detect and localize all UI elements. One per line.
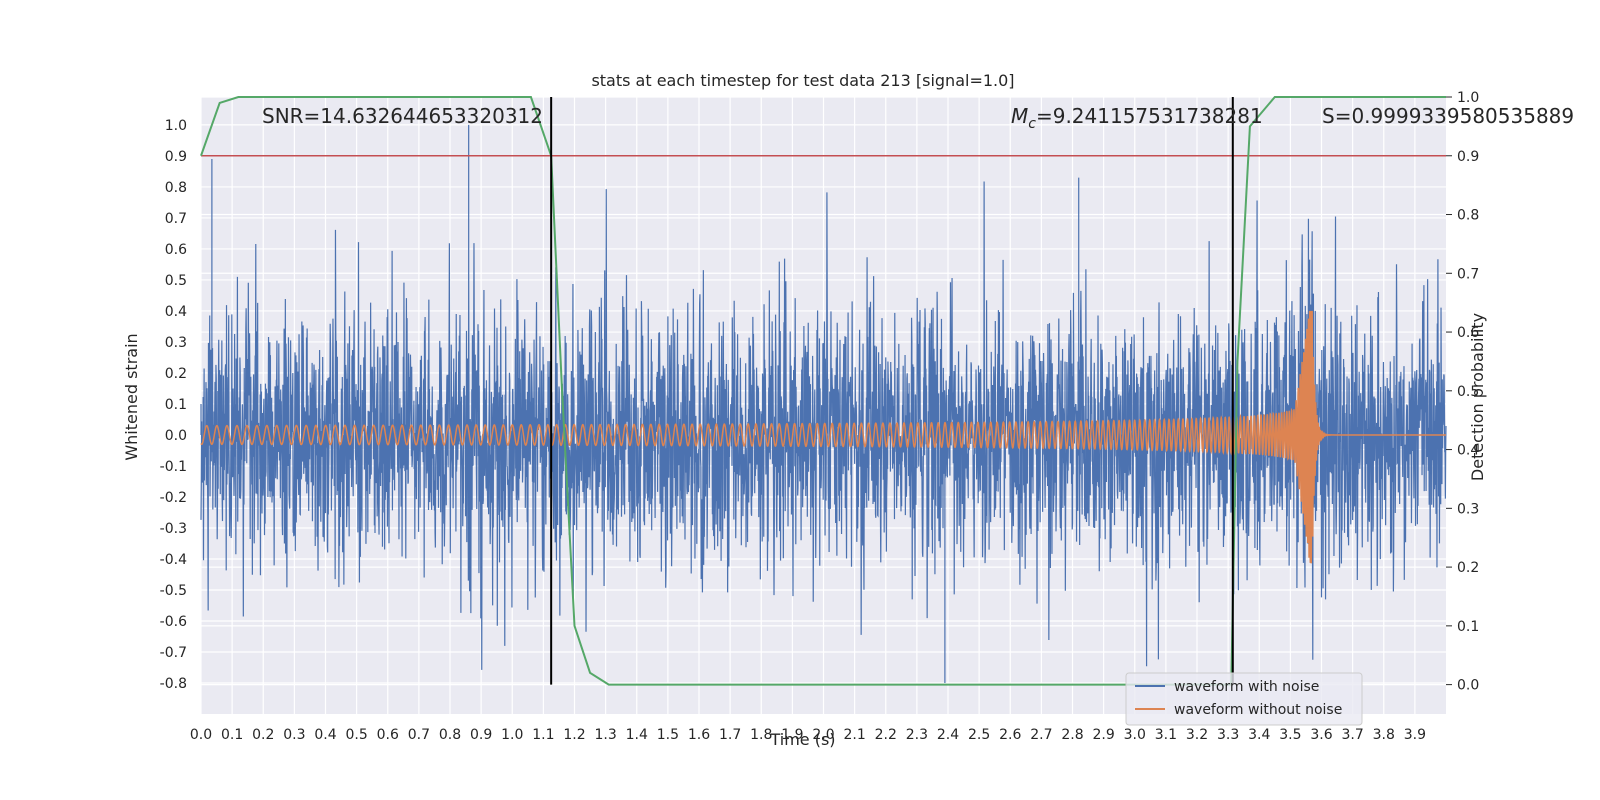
x-tick-label: 0.1 [221, 727, 243, 743]
x-tick-label: 0.2 [252, 727, 274, 743]
series-detection-probability [200, 96, 1446, 686]
x-tick-label: 0.8 [439, 727, 461, 743]
x-tick-label: 2.3 [906, 727, 928, 743]
x-tick-label: 3.4 [1248, 727, 1270, 743]
y-axis-left-ticks: 1.0 0.9 0.8 0.7 0.6 0.5 0.4 0.3 0.2 0.1 0.0 -0.1 -0.… [160, 118, 187, 692]
y-right-tick-label: 0.7 [1457, 266, 1479, 282]
x-tick-label: 3.8 [1373, 727, 1395, 743]
y-left-tick-label: 0.0 [165, 428, 187, 444]
annotation-score: S=0.9999339580535889 [1322, 104, 1574, 128]
y-left-tick-label: -0.2 [160, 490, 187, 506]
y-left-tick-label: 0.3 [165, 335, 187, 351]
y-right-tick-label: 0.0 [1457, 678, 1479, 694]
y-left-tick-label: 0.9 [165, 149, 187, 165]
y-axis-right-label: Detection probability [1468, 313, 1487, 481]
y-right-tick-label: 0.9 [1457, 149, 1479, 165]
annotation-mc-subscript: c [1028, 116, 1036, 132]
x-tick-label: 2.8 [1061, 727, 1083, 743]
y-left-tick-label: -0.6 [160, 614, 187, 630]
x-tick-label: 3.5 [1279, 727, 1301, 743]
grid [200, 96, 1446, 714]
annotation-chirp-mass: Mc=9.241157531738281 [1011, 104, 1263, 132]
x-tick-label: 3.1 [1155, 727, 1177, 743]
annotation-mc-value: =9.241157531738281 [1036, 104, 1263, 128]
x-tick-label: 1.2 [563, 727, 585, 743]
y-right-tick-label: 0.8 [1457, 208, 1479, 224]
legend-label-noise: waveform with noise [1174, 679, 1319, 695]
annotation-snr: SNR=14.632644653320312 [262, 104, 543, 128]
y-left-tick-label: 0.6 [165, 242, 187, 258]
x-tick-label: 1.4 [626, 727, 648, 743]
y-left-tick-label: 0.2 [165, 366, 187, 382]
y-left-tick-label: 0.8 [165, 180, 187, 196]
y-right-tick-label: 0.2 [1457, 560, 1479, 576]
x-tick-label: 0.9 [470, 727, 492, 743]
y-axis-left-label: Whitened strain [122, 333, 141, 460]
x-tick-label: 1.6 [688, 727, 710, 743]
legend-label-clean: waveform without noise [1174, 702, 1342, 718]
y-left-tick-label: -0.3 [160, 521, 187, 537]
y-left-tick-label: -0.7 [160, 645, 187, 661]
series-layer [200, 96, 1447, 686]
x-tick-label: 1.3 [594, 727, 616, 743]
x-tick-label: 2.2 [875, 727, 897, 743]
x-tick-label: 1.7 [719, 727, 741, 743]
y-right-tick-label: 0.3 [1457, 501, 1479, 517]
x-tick-label: 1.5 [657, 727, 679, 743]
y-left-tick-label: -0.5 [160, 583, 187, 599]
series-waveform-without-noise [200, 310, 1446, 564]
x-tick-label: 2.1 [843, 727, 865, 743]
x-tick-label: 0.5 [345, 727, 367, 743]
y-left-tick-label: 1.0 [165, 118, 187, 134]
x-tick-label: 3.6 [1310, 727, 1332, 743]
x-tick-label: 1.8 [750, 727, 772, 743]
x-tick-label: 1.0 [501, 727, 523, 743]
x-tick-label: 3.0 [1124, 727, 1146, 743]
x-axis-label: Time (s) [769, 730, 835, 749]
x-tick-label: 2.7 [1030, 727, 1052, 743]
x-tick-label: 2.6 [999, 727, 1021, 743]
x-tick-label: 2.0 [812, 727, 834, 743]
legend-box [1125, 672, 1363, 726]
x-tick-label: 0.3 [283, 727, 305, 743]
y-left-tick-label: -0.8 [160, 676, 187, 692]
y-right-tick-label: 1.0 [1457, 90, 1479, 106]
y-left-tick-label: 0.7 [165, 211, 187, 227]
x-tick-label: 3.3 [1217, 727, 1239, 743]
x-tick-label: 3.2 [1186, 727, 1208, 743]
x-tick-label: 3.7 [1341, 727, 1363, 743]
x-tick-label: 2.9 [1092, 727, 1114, 743]
y-left-tick-label: -0.4 [160, 552, 187, 568]
annotation-mc-symbol: M [1011, 104, 1028, 128]
y-left-tick-label: 0.5 [165, 273, 187, 289]
x-tick-label: 0.0 [190, 727, 212, 743]
chart-title: stats at each timestep for test data 213… [591, 71, 1014, 90]
legend: waveform with noise waveform without noi… [1125, 672, 1363, 726]
series-waveform-with-noise [200, 124, 1447, 683]
x-tick-label: 1.9 [781, 727, 803, 743]
x-axis-ticks: 0.0 0.1 0.2 0.3 0.4 0.5 0.6 0.7 0.8 0.9 1.0 1.1 1.2 1… [190, 727, 1426, 743]
y-left-tick-label: 0.4 [165, 304, 187, 320]
y-right-tick-label: 0.5 [1457, 384, 1479, 400]
y-right-tick-label: 0.4 [1457, 443, 1479, 459]
x-tick-label: 1.1 [532, 727, 554, 743]
y-right-tick-label: 0.1 [1457, 619, 1479, 635]
x-tick-label: 2.4 [937, 727, 959, 743]
y-axis-right-ticks: 1.0 0.9 0.8 0.7 0.6 0.5 0.4 0.3 0.2 0.1 0.0 [1446, 90, 1479, 694]
x-tick-label: 0.7 [408, 727, 430, 743]
x-tick-label: 0.6 [377, 727, 399, 743]
x-tick-label: 2.5 [968, 727, 990, 743]
y-right-tick-label: 0.6 [1457, 325, 1479, 341]
y-left-tick-label: 0.1 [165, 397, 187, 413]
y-left-tick-label: -0.1 [160, 459, 187, 475]
x-tick-label: 0.4 [314, 727, 336, 743]
x-tick-label: 3.9 [1404, 727, 1426, 743]
